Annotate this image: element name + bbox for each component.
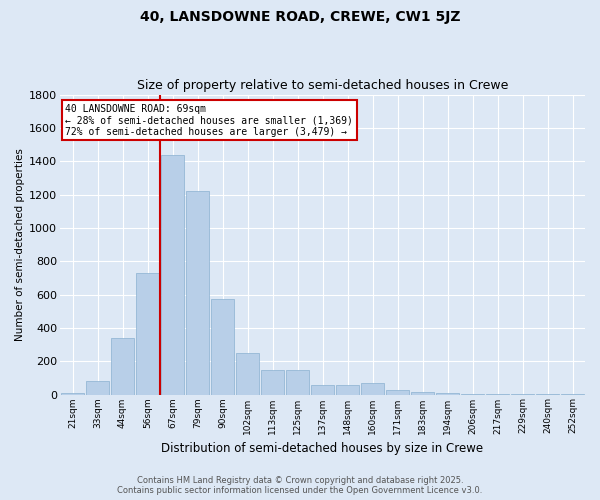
Text: 40, LANSDOWNE ROAD, CREWE, CW1 5JZ: 40, LANSDOWNE ROAD, CREWE, CW1 5JZ bbox=[140, 10, 460, 24]
Y-axis label: Number of semi-detached properties: Number of semi-detached properties bbox=[15, 148, 25, 341]
Bar bbox=[336, 386, 359, 394]
Bar bbox=[361, 383, 384, 394]
Bar bbox=[386, 390, 409, 394]
Bar bbox=[211, 298, 234, 394]
X-axis label: Distribution of semi-detached houses by size in Crewe: Distribution of semi-detached houses by … bbox=[161, 442, 484, 455]
Bar bbox=[311, 386, 334, 394]
Bar bbox=[236, 353, 259, 395]
Bar bbox=[61, 393, 84, 394]
Bar bbox=[261, 370, 284, 394]
Title: Size of property relative to semi-detached houses in Crewe: Size of property relative to semi-detach… bbox=[137, 79, 508, 92]
Bar bbox=[86, 381, 109, 394]
Bar bbox=[136, 273, 159, 394]
Bar bbox=[161, 154, 184, 394]
Bar bbox=[436, 393, 459, 394]
Bar bbox=[187, 191, 209, 394]
Bar bbox=[411, 392, 434, 394]
Text: 40 LANSDOWNE ROAD: 69sqm
← 28% of semi-detached houses are smaller (1,369)
72% o: 40 LANSDOWNE ROAD: 69sqm ← 28% of semi-d… bbox=[65, 104, 353, 137]
Bar bbox=[286, 370, 309, 394]
Text: Contains HM Land Registry data © Crown copyright and database right 2025.
Contai: Contains HM Land Registry data © Crown c… bbox=[118, 476, 482, 495]
Bar bbox=[112, 338, 134, 394]
